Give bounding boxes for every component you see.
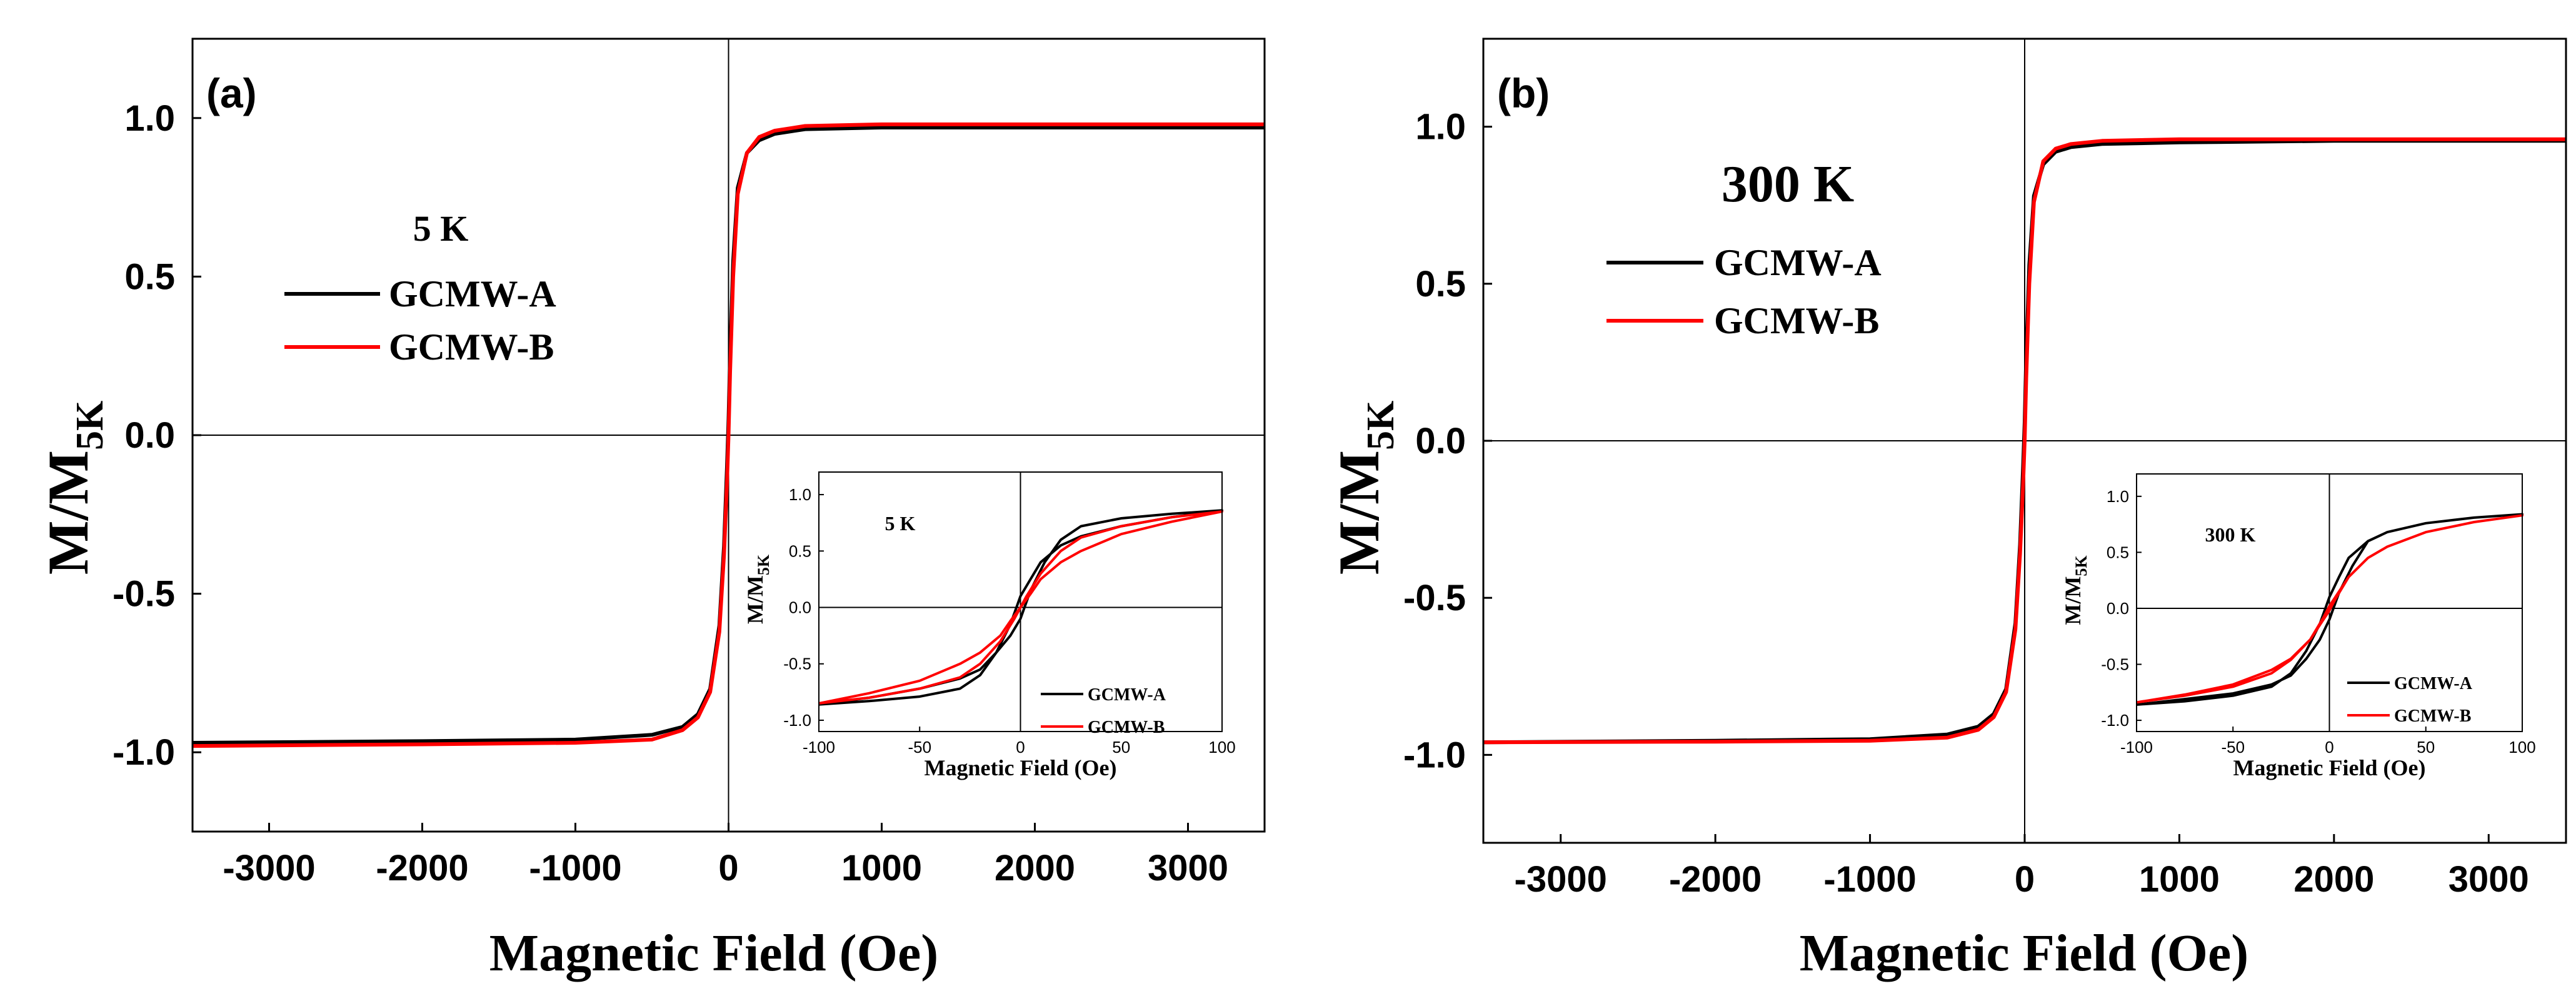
panel-label: (a): [206, 70, 257, 116]
x-tick-label: -1000: [529, 848, 621, 888]
inset-temperature-label: 300 K: [2205, 523, 2256, 546]
inset-legend-label: GCMW-A: [2394, 674, 2473, 693]
inset-y-axis-title-sub: 5K: [2072, 555, 2090, 576]
y-tick-label: -0.5: [113, 574, 175, 615]
y-tick-label: -1.0: [113, 732, 175, 773]
x-axis-title: Magnetic Field (Oe): [1800, 924, 2248, 982]
inset-y-axis-title-main: M/M: [2060, 576, 2085, 625]
inset-x-tick-label: 100: [2508, 738, 2535, 757]
y-axis-title-main: M/M: [36, 450, 100, 575]
inset-y-tick-label: 1.0: [789, 485, 811, 504]
inset-y-axis-title-sub: 5K: [754, 554, 773, 575]
inset-x-tick-label: 100: [1208, 738, 1235, 757]
inset-y-tick-label: 0.5: [789, 541, 811, 560]
inset-y-tick-label: -0.5: [783, 655, 811, 673]
y-axis-title-sub: 5K: [69, 401, 111, 450]
x-tick-label: 0: [718, 848, 738, 888]
x-tick-label: -3000: [1515, 859, 1607, 900]
legend-label: GCMW-B: [389, 326, 554, 368]
inset-x-tick-label: -50: [908, 738, 931, 757]
inset-y-tick-label: 1.0: [2107, 487, 2129, 506]
temperature-label: 300 K: [1722, 155, 1854, 213]
x-tick-label: -2000: [376, 848, 468, 888]
x-tick-label: 3000: [1148, 848, 1228, 888]
y-tick-label: -1.0: [1403, 735, 1466, 775]
y-axis-title: M/M5K: [1327, 401, 1402, 575]
inset-x-axis-title: Magnetic Field (Oe): [925, 755, 1117, 780]
inset: -100 -50 0 50 100 -1.0 -0.5 0.0 0.5 1.0 5 K GCMW-A G…: [743, 471, 1236, 780]
inset-legend-label: GCMW-A: [1088, 685, 1166, 705]
inset-x-tick-label: 0: [1016, 738, 1025, 757]
inset-legend-label: GCMW-B: [1088, 718, 1165, 737]
y-tick-label: 0.5: [124, 256, 175, 297]
x-tick-label: 0: [2015, 859, 2035, 900]
panel-label: (b): [1497, 70, 1550, 116]
x-tick-label: 2000: [995, 848, 1075, 888]
inset-y-tick-label: -1.0: [2101, 711, 2129, 730]
inset-x-tick-label: -100: [2120, 738, 2153, 757]
panel-a: -3000 -2000 -1000 0 1000 2000 3000-1.0-0.50.00…: [36, 38, 1266, 982]
inset-y-axis-title-main: M/M: [743, 575, 768, 624]
x-tick-label: 1000: [2139, 859, 2220, 900]
inset-y-tick-label: -1.0: [783, 711, 811, 730]
inset-x-axis-title: Magnetic Field (Oe): [2233, 755, 2426, 780]
inset-y-tick-label: 0.5: [2107, 543, 2129, 561]
inset-y-tick-label: -0.5: [2101, 655, 2129, 674]
series-line-gcmw-b: [192, 122, 1265, 748]
y-axis-title-sub: 5K: [1360, 401, 1402, 450]
inset-x-tick-label: 50: [2417, 738, 2435, 757]
x-tick-label: -3000: [223, 848, 315, 888]
x-tick-label: 1000: [841, 848, 922, 888]
x-tick-label: 3000: [2448, 859, 2529, 900]
inset-x-tick-label: -50: [2221, 738, 2245, 757]
inset-temperature-label: 5 K: [885, 512, 916, 535]
legend-label: GCMW-B: [1714, 300, 1879, 341]
x-axis-title: Magnetic Field (Oe): [489, 924, 938, 982]
y-tick-label: -0.5: [1403, 578, 1466, 618]
inset-y-tick-label: 0.0: [789, 598, 811, 617]
inset-y-axis-title: M/M5K: [743, 554, 773, 624]
x-tick-label: -2000: [1669, 859, 1762, 900]
inset: -100 -50 0 50 100 -1.0 -0.5 0.0 0.5 1.0 300 K GCMW-…: [2060, 473, 2536, 780]
panel-b: -3000 -2000 -1000 0 1000 2000 3000-1.0-0.50.00…: [1327, 38, 2567, 982]
legend-label: GCMW-A: [1714, 242, 1882, 283]
x-tick-label: -1000: [1823, 859, 1916, 900]
y-tick-label: 1.0: [1415, 107, 1466, 148]
y-tick-label: 0.0: [124, 415, 175, 456]
y-tick-label: 0.5: [1415, 264, 1466, 304]
y-axis-title-main: M/M: [1327, 450, 1391, 575]
y-axis-title: M/M5K: [36, 401, 111, 575]
inset-y-tick-label: 0.0: [2107, 599, 2129, 618]
legend-label: GCMW-A: [389, 273, 556, 314]
inset-x-tick-label: -100: [803, 738, 835, 757]
series-line-gcmw-b: [1483, 137, 2566, 745]
x-tick-label: 2000: [2293, 859, 2374, 900]
temperature-label: 5 K: [413, 208, 469, 249]
inset-x-tick-label: 0: [2325, 738, 2333, 757]
inset-legend-label: GCMW-B: [2394, 707, 2471, 726]
inset-x-tick-label: 50: [1112, 738, 1130, 757]
inset-y-axis-title: M/M5K: [2060, 555, 2090, 625]
y-tick-label: 0.0: [1415, 421, 1466, 461]
y-tick-label: 1.0: [124, 98, 175, 139]
